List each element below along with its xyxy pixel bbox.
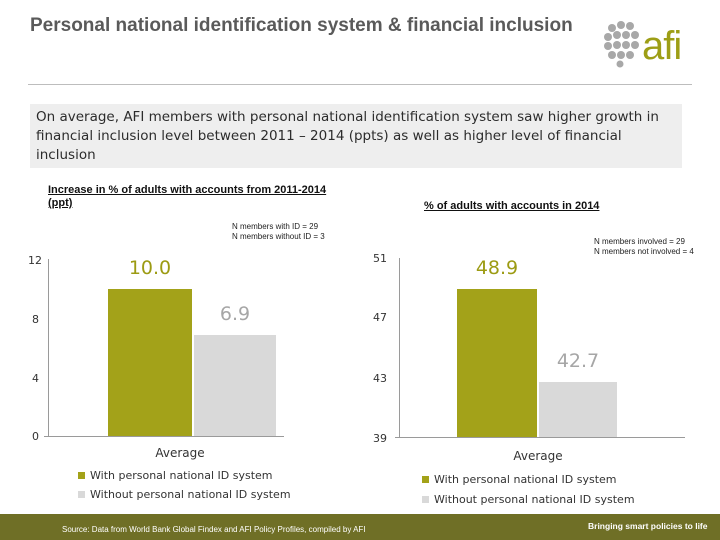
right-data-label-without-id: 42.7 (556, 349, 600, 372)
right-bar-with-id (457, 289, 537, 437)
footer-bar (0, 514, 720, 540)
right-ytick-43: 43 (373, 372, 387, 385)
left-ytick-0: 0 (32, 430, 39, 443)
left-bar-without-id (194, 334, 276, 436)
callout-text: On average, AFI members with personal na… (30, 104, 682, 168)
legend-swatch-without (422, 496, 429, 503)
legend-swatch-without (78, 491, 85, 498)
legend-swatch-with (78, 472, 85, 479)
page-title: Personal national identification system … (30, 15, 573, 36)
right-data-label-with-id: 48.9 (475, 257, 519, 280)
right-category-label: Average (513, 449, 563, 463)
right-legend-without-id: Without personal national ID system (422, 493, 635, 506)
left-chart-title: Increase in % of adults with accounts fr… (48, 184, 327, 209)
left-legend-without-id: Without personal national ID system (78, 488, 291, 501)
legend-label: With personal national ID system (434, 473, 617, 486)
header-divider (28, 84, 692, 85)
left-y-axis (48, 259, 49, 437)
legend-label: With personal national ID system (90, 469, 273, 482)
right-legend-with-id: With personal national ID system (422, 473, 617, 486)
left-bar-with-id (108, 289, 192, 436)
right-ytick-47: 47 (373, 311, 387, 324)
legend-label: Without personal national ID system (434, 493, 635, 506)
left-ytick-12: 12 (28, 254, 42, 267)
left-ytick-8: 8 (32, 313, 39, 326)
right-y-axis (399, 258, 400, 438)
left-category-label: Average (155, 446, 205, 460)
footer-tagline: Bringing smart policies to life (588, 521, 708, 531)
left-chart-note: N members with ID = 29 N members without… (232, 222, 325, 241)
legend-swatch-with (422, 476, 429, 483)
legend-label: Without personal national ID system (90, 488, 291, 501)
footer-source: Source: Data from World Bank Global Find… (62, 525, 366, 534)
left-data-label-without-id: 6.9 (219, 302, 251, 325)
right-ytick-39: 39 (373, 432, 387, 445)
right-ytick-51: 51 (373, 252, 387, 265)
right-chart-title: % of adults with accounts in 2014 (424, 200, 600, 212)
right-chart-note: N members involved = 29 N members not in… (594, 237, 694, 256)
logo-text: afi (642, 24, 682, 68)
afi-logo-icon (604, 21, 639, 68)
right-bar-without-id (539, 381, 617, 437)
left-legend-with-id: With personal national ID system (78, 469, 273, 482)
right-x-axis (395, 437, 685, 438)
left-x-axis (44, 436, 284, 437)
left-data-label-with-id: 10.0 (128, 257, 172, 280)
left-ytick-4: 4 (32, 372, 39, 385)
